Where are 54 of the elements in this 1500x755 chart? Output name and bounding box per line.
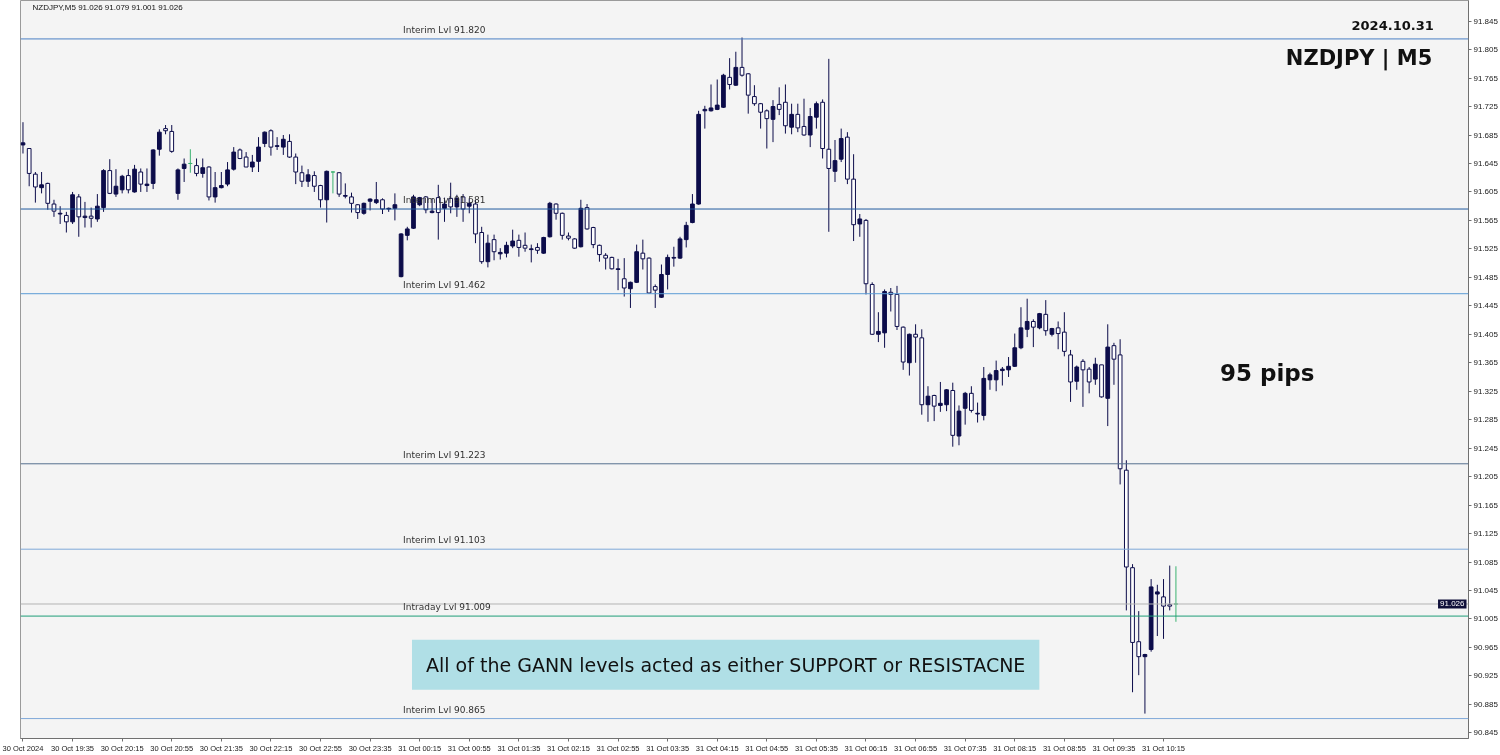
y-tick-label: 91.045 bbox=[1473, 585, 1499, 595]
chart-subtitle: NZDJPY,M5 91.026 91.079 91.001 91.026 bbox=[32, 2, 184, 12]
y-tick-label: 91.445 bbox=[1473, 301, 1499, 311]
y-tick-label: 91.125 bbox=[1473, 529, 1499, 539]
annotation: Interim Lvl 91.103 bbox=[403, 535, 486, 546]
candlestick bbox=[175, 167, 181, 201]
candlestick bbox=[169, 124, 175, 154]
y-tick-label: 91.805 bbox=[1473, 45, 1499, 55]
y-tick-label: 90.845 bbox=[1473, 728, 1499, 738]
y-tick-label: 91.765 bbox=[1473, 73, 1499, 83]
y-tick-label: 91.005 bbox=[1473, 614, 1499, 624]
candlestick bbox=[225, 161, 230, 187]
y-tick-label: 91.165 bbox=[1473, 500, 1499, 510]
y-tick-label: 91.285 bbox=[1473, 415, 1499, 425]
candlestick bbox=[702, 105, 708, 130]
y-tick-label: 90.885 bbox=[1473, 699, 1499, 709]
y-tick-label: 91.325 bbox=[1473, 386, 1499, 396]
candlestick bbox=[392, 192, 398, 221]
candlestick bbox=[156, 128, 162, 157]
annotation: 95 pips bbox=[1219, 360, 1315, 387]
annotation: Interim Lvl 91.223 bbox=[403, 449, 486, 460]
y-tick-label: 91.085 bbox=[1473, 557, 1499, 567]
annotation: Interim Lvl 91.820 bbox=[403, 24, 486, 35]
y-tick-label: 90.965 bbox=[1473, 642, 1499, 652]
y-tick-label: 91.685 bbox=[1473, 130, 1499, 140]
candlestick bbox=[330, 170, 336, 194]
annotation: All of the GANN levels acted as either SUPPORT or RESISTACNE bbox=[425, 653, 1026, 676]
candlestick bbox=[20, 121, 26, 155]
candlestick bbox=[256, 136, 261, 173]
y-tick-label: 91.405 bbox=[1473, 329, 1499, 339]
y-tick-label: 91.725 bbox=[1473, 102, 1499, 112]
y-tick-label: 91.365 bbox=[1473, 358, 1499, 368]
y-tick-label: 91.485 bbox=[1473, 272, 1499, 282]
ref-line-label: 91.026 bbox=[1440, 599, 1466, 609]
annotation: Interim Lvl 91.462 bbox=[403, 279, 486, 290]
y-tick-label: 91.525 bbox=[1473, 244, 1499, 254]
candlestick bbox=[181, 157, 187, 183]
y-tick-label: 91.245 bbox=[1473, 443, 1499, 453]
y-tick-label: 90.925 bbox=[1473, 671, 1499, 681]
y-tick-label: 91.205 bbox=[1473, 472, 1499, 482]
annotation: Intraday Lvl 91.009 bbox=[403, 602, 492, 613]
candlestick bbox=[212, 171, 218, 204]
annotation: 2024.10.31 bbox=[1351, 18, 1434, 34]
y-tick-label: 91.845 bbox=[1473, 16, 1499, 26]
text: NZDJPY | M5 bbox=[1285, 46, 1433, 72]
y-tick-label: 91.645 bbox=[1473, 158, 1499, 168]
y-tick-label: 91.605 bbox=[1473, 187, 1499, 197]
candlestick bbox=[615, 258, 621, 291]
candlestick bbox=[522, 232, 528, 253]
y-tick-label: 91.565 bbox=[1473, 215, 1499, 225]
candlestick bbox=[336, 171, 342, 198]
candlestick bbox=[299, 165, 305, 188]
annotation: Interim Lvl 90.865 bbox=[403, 704, 486, 715]
candlestick bbox=[491, 234, 497, 261]
